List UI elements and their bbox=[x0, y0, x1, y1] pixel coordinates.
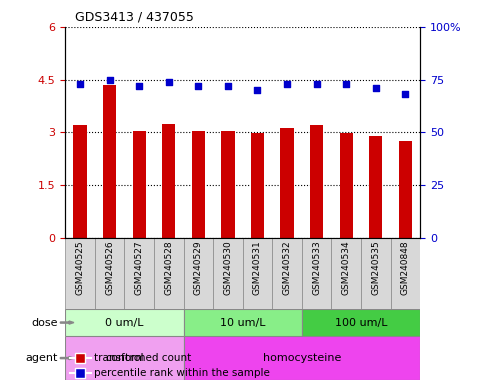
Bar bbox=[184, 309, 302, 336]
Bar bbox=[65, 238, 95, 309]
Bar bbox=[125, 238, 154, 309]
Point bbox=[165, 79, 172, 85]
Bar bbox=[95, 238, 125, 309]
Bar bbox=[302, 309, 420, 336]
Point bbox=[401, 91, 409, 98]
Bar bbox=[213, 238, 242, 309]
Bar bbox=[103, 85, 116, 238]
Bar bbox=[242, 238, 272, 309]
Legend: transformed count, percentile rank within the sample: transformed count, percentile rank withi… bbox=[66, 349, 274, 382]
Bar bbox=[184, 238, 213, 309]
Point bbox=[76, 81, 84, 87]
Bar bbox=[192, 131, 205, 238]
Point bbox=[342, 81, 350, 87]
Text: 0 um/L: 0 um/L bbox=[105, 318, 143, 328]
Text: GSM240526: GSM240526 bbox=[105, 240, 114, 295]
Bar bbox=[361, 238, 391, 309]
Point bbox=[195, 83, 202, 89]
Text: GSM240532: GSM240532 bbox=[283, 240, 292, 295]
Text: control: control bbox=[105, 353, 143, 363]
Bar bbox=[65, 309, 184, 336]
Text: GSM240534: GSM240534 bbox=[342, 240, 351, 295]
Bar bbox=[340, 133, 353, 238]
Text: GSM240535: GSM240535 bbox=[371, 240, 380, 295]
Bar bbox=[132, 131, 146, 238]
Text: GSM240530: GSM240530 bbox=[224, 240, 232, 295]
Text: GSM240529: GSM240529 bbox=[194, 240, 203, 295]
Text: GSM240528: GSM240528 bbox=[164, 240, 173, 295]
Bar bbox=[221, 131, 235, 238]
Point bbox=[135, 83, 143, 89]
Point bbox=[313, 81, 321, 87]
Bar bbox=[310, 126, 323, 238]
Bar bbox=[391, 238, 420, 309]
Point bbox=[283, 81, 291, 87]
Text: GSM240525: GSM240525 bbox=[75, 240, 85, 295]
Text: 100 um/L: 100 um/L bbox=[335, 318, 387, 328]
Bar bbox=[281, 128, 294, 238]
Point bbox=[106, 77, 114, 83]
Text: GSM240848: GSM240848 bbox=[401, 240, 410, 295]
Text: GSM240531: GSM240531 bbox=[253, 240, 262, 295]
Bar bbox=[369, 136, 383, 238]
Text: GSM240527: GSM240527 bbox=[135, 240, 143, 295]
Text: 10 um/L: 10 um/L bbox=[220, 318, 266, 328]
Point bbox=[224, 83, 232, 89]
Bar bbox=[399, 141, 412, 238]
Text: GSM240533: GSM240533 bbox=[312, 240, 321, 295]
Text: dose: dose bbox=[31, 318, 58, 328]
Bar bbox=[162, 124, 175, 238]
Text: homocysteine: homocysteine bbox=[263, 353, 341, 363]
Bar bbox=[251, 133, 264, 238]
Text: agent: agent bbox=[26, 353, 58, 363]
Bar bbox=[331, 238, 361, 309]
Bar bbox=[65, 336, 184, 380]
Bar bbox=[154, 238, 184, 309]
Bar bbox=[272, 238, 302, 309]
Point bbox=[372, 85, 380, 91]
Bar bbox=[73, 126, 86, 238]
Point bbox=[254, 87, 261, 93]
Bar bbox=[302, 238, 331, 309]
Text: GDS3413 / 437055: GDS3413 / 437055 bbox=[75, 10, 194, 23]
Bar bbox=[184, 336, 420, 380]
